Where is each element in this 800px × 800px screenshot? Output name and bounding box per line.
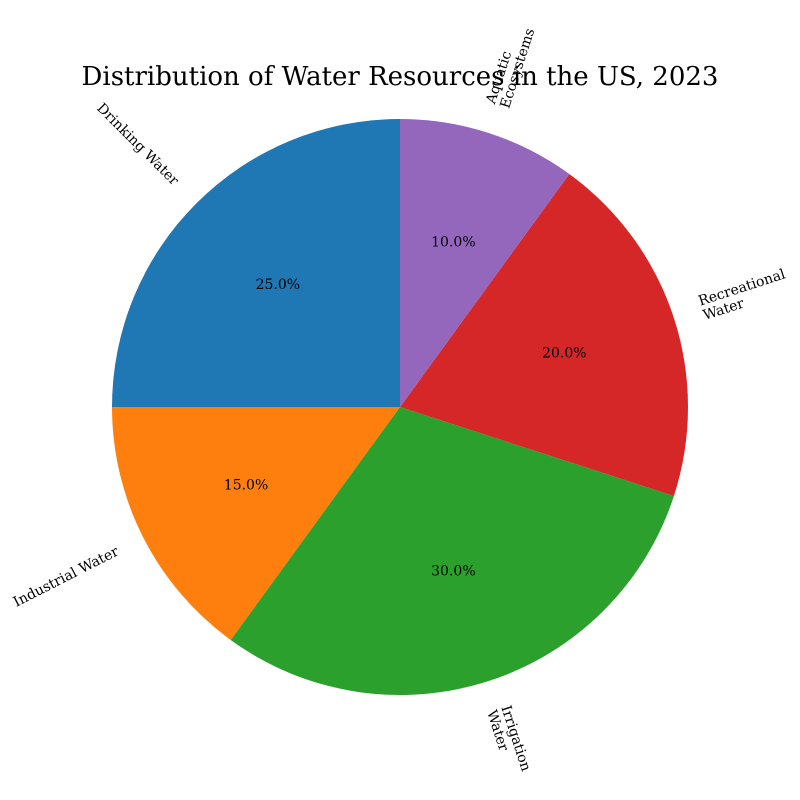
value-label-drinking-water: 25.0% — [256, 277, 300, 293]
pie-slices — [112, 119, 688, 695]
chart-title: Distribution of Water Resources in the U… — [82, 62, 719, 92]
category-label-recreational-water: RecreationalWater — [697, 266, 793, 324]
value-label-recreational-water: 20.0% — [542, 346, 586, 362]
category-label-industrial-water: Industrial Water — [11, 544, 122, 611]
value-label-industrial-water: 15.0% — [224, 477, 268, 493]
category-label-drinking-water: Drinking Water — [93, 100, 182, 189]
value-label-aquatic-ecosystems: 10.0% — [431, 235, 475, 251]
category-label-irrigation-water: IrrigationWater — [483, 704, 534, 778]
value-label-irrigation-water: 30.0% — [431, 563, 475, 579]
